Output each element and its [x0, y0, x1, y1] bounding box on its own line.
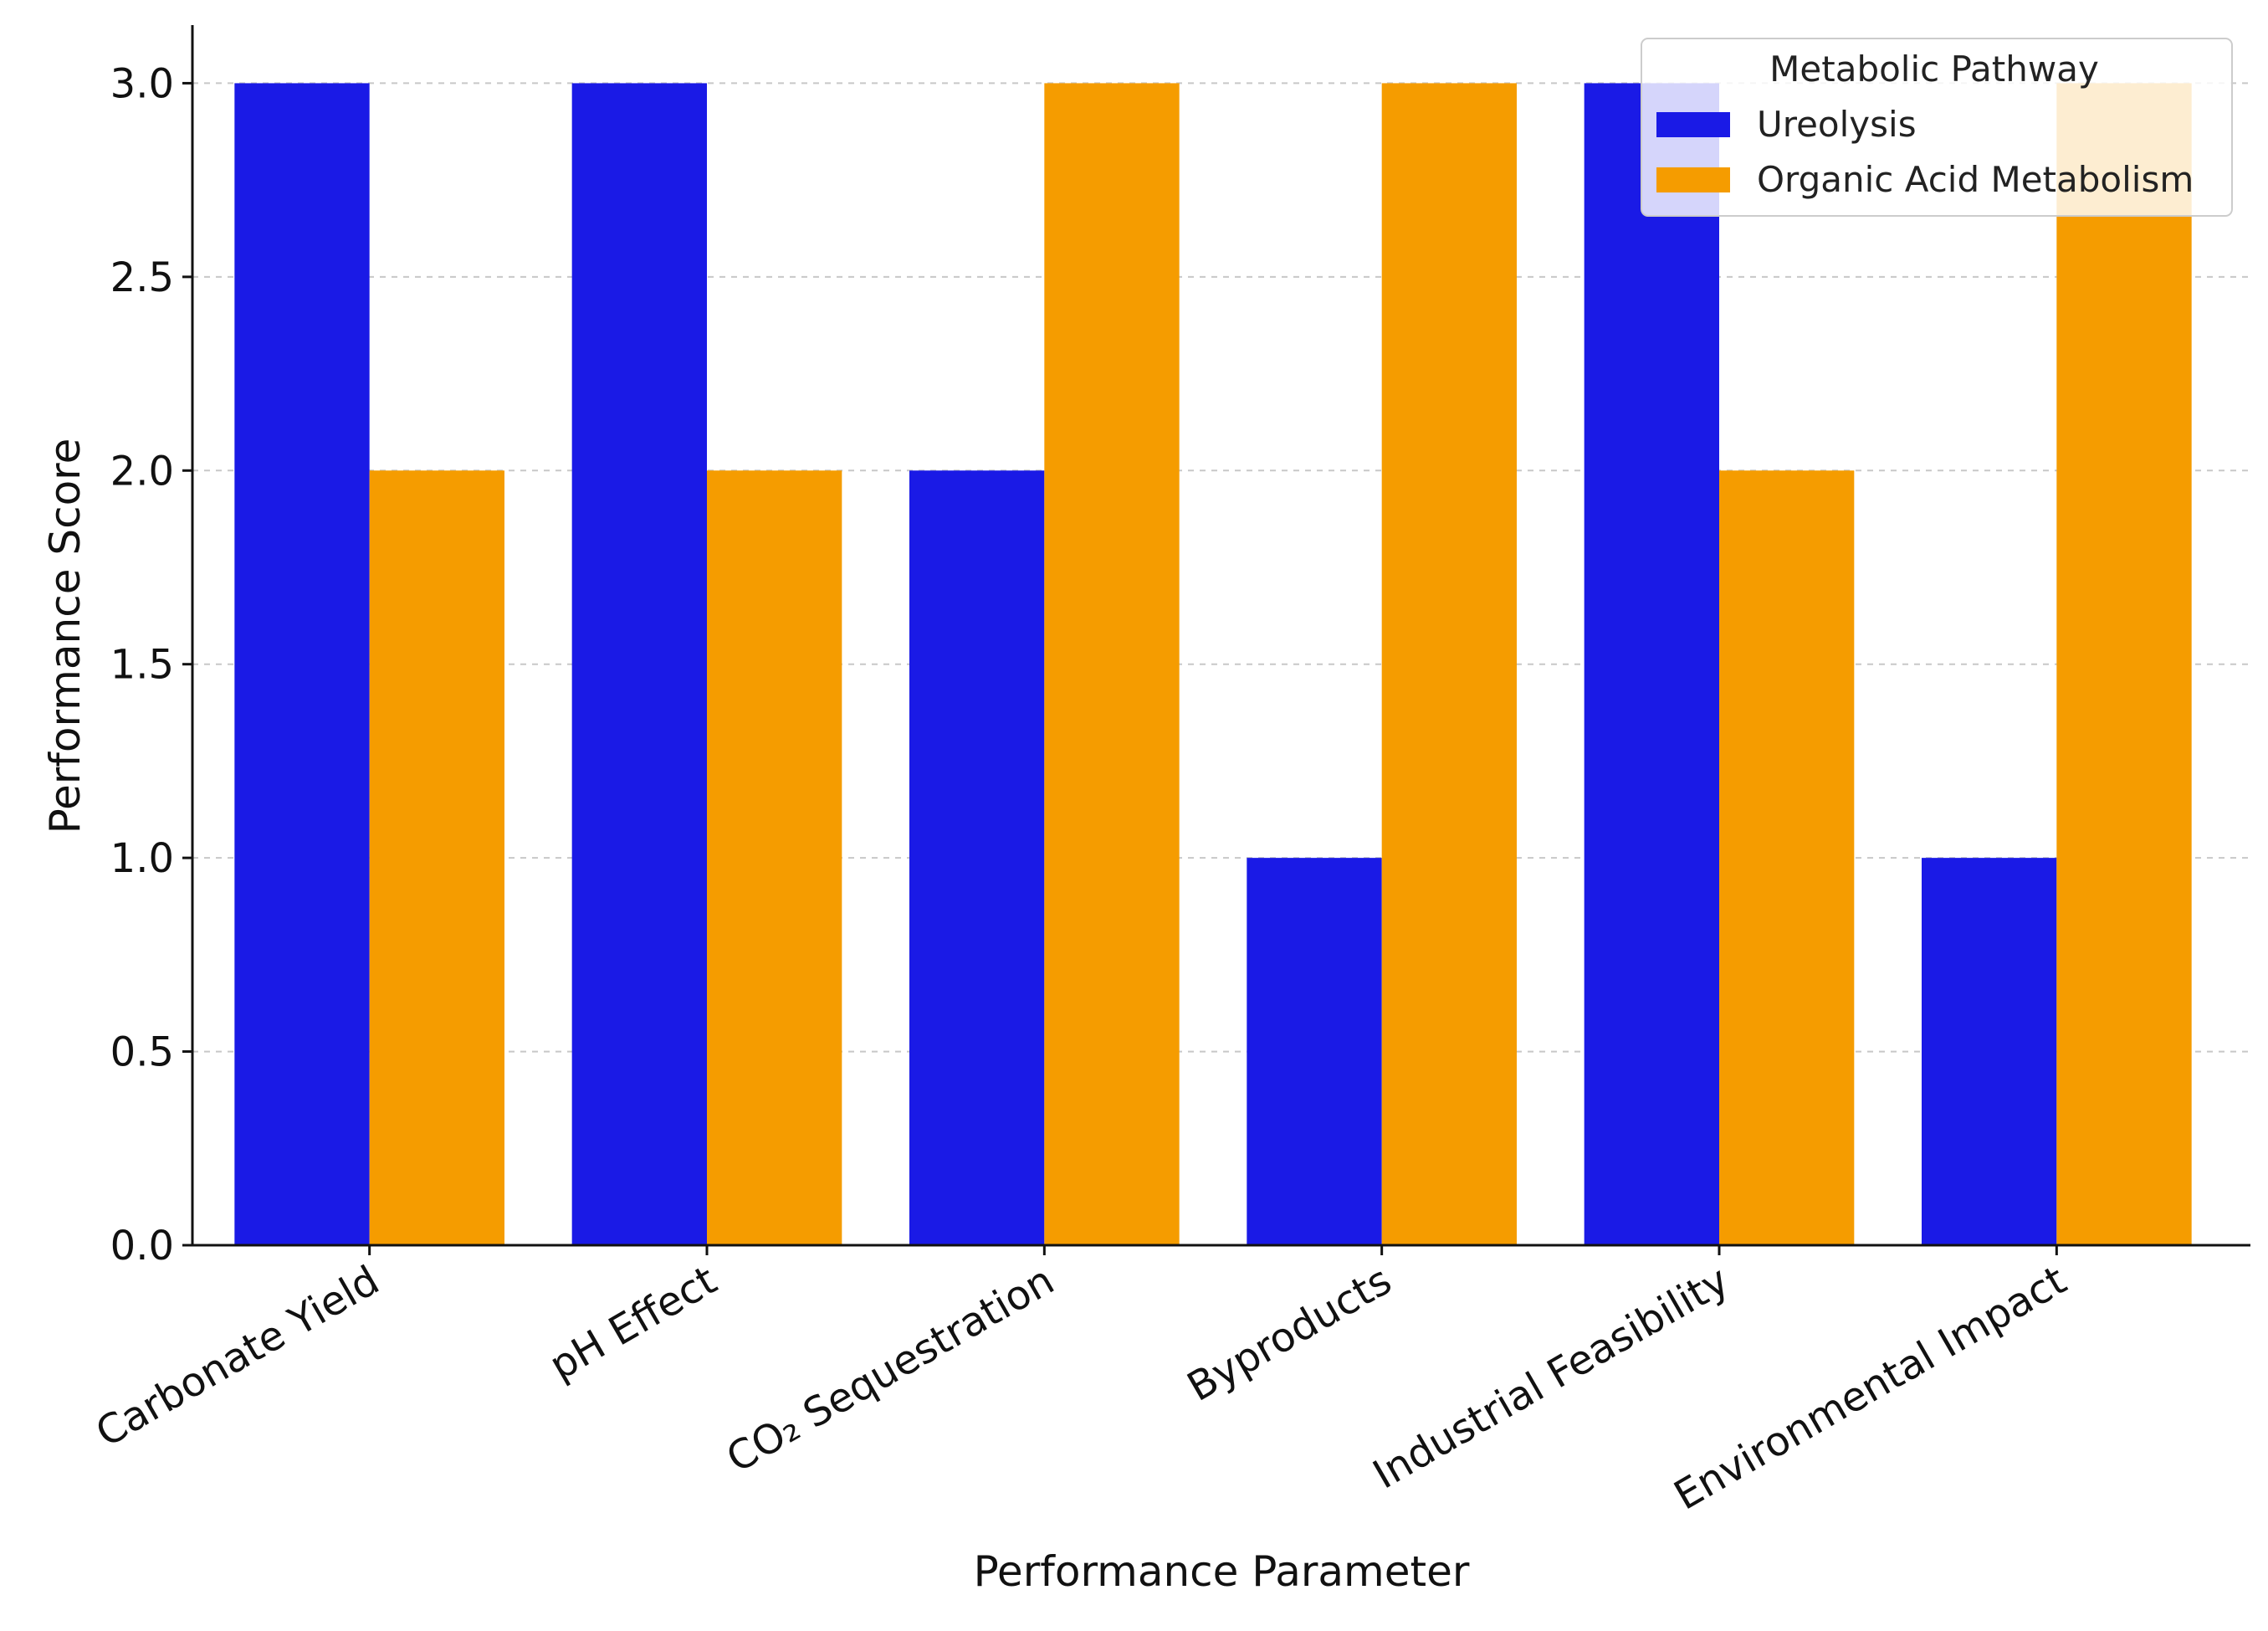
legend-title: Metabolic Pathway [1769, 49, 2099, 90]
x-tick-label: Byproducts [1180, 1257, 1400, 1411]
bars-layer [234, 83, 2192, 1245]
x-axis-title: Performance Parameter [974, 1547, 1470, 1596]
y-axis-title: Performance Score [41, 439, 90, 834]
y-tick-label: 2.5 [110, 254, 174, 301]
bar-ureolysis [1247, 858, 1382, 1245]
x-tick-label: Industrial Feasibility [1365, 1257, 1737, 1499]
legend-frame [1641, 38, 2233, 217]
bar-ureolysis [1584, 83, 1719, 1245]
x-tick-label: pH Effect [542, 1257, 724, 1389]
bar-ureolysis [1922, 858, 2057, 1245]
y-ticks: 0.0 0.5 1.0 1.5 2.0 2.5 3.0 [110, 60, 192, 1269]
legend-label-ureolysis: Ureolysis [1757, 104, 1917, 145]
legend: Metabolic Pathway Ureolysis Organic Acid… [1641, 38, 2233, 217]
bar-organic-acid-metabolism [1381, 83, 1517, 1245]
bar-organic-acid-metabolism [1044, 83, 1180, 1245]
y-tick-label: 1.5 [110, 642, 174, 689]
axes-layer [191, 25, 2250, 1247]
y-tick-label: 1.0 [110, 835, 174, 882]
legend-swatch-organic-acid-metabolism [1656, 167, 1730, 192]
bar-organic-acid-metabolism [2056, 83, 2192, 1245]
y-tick-label: 0.5 [110, 1029, 174, 1076]
bar-ureolysis [234, 83, 370, 1245]
y-tick-label: 2.0 [110, 448, 174, 495]
bar-organic-acid-metabolism [369, 470, 504, 1245]
x-tick-label: Carbonate Yield [88, 1257, 387, 1457]
legend-swatch-ureolysis [1656, 112, 1730, 137]
y-tick-label: 0.0 [110, 1223, 174, 1269]
bar-ureolysis [909, 470, 1045, 1245]
bar-organic-acid-metabolism [1719, 470, 1855, 1245]
y-tick-label: 3.0 [110, 60, 174, 107]
bar-ureolysis [571, 83, 707, 1245]
legend-label-organic-acid-metabolism: Organic Acid Metabolism [1757, 159, 2194, 200]
x-tick-label: CO₂ Sequestration [719, 1257, 1062, 1482]
bar-organic-acid-metabolism [707, 470, 842, 1245]
